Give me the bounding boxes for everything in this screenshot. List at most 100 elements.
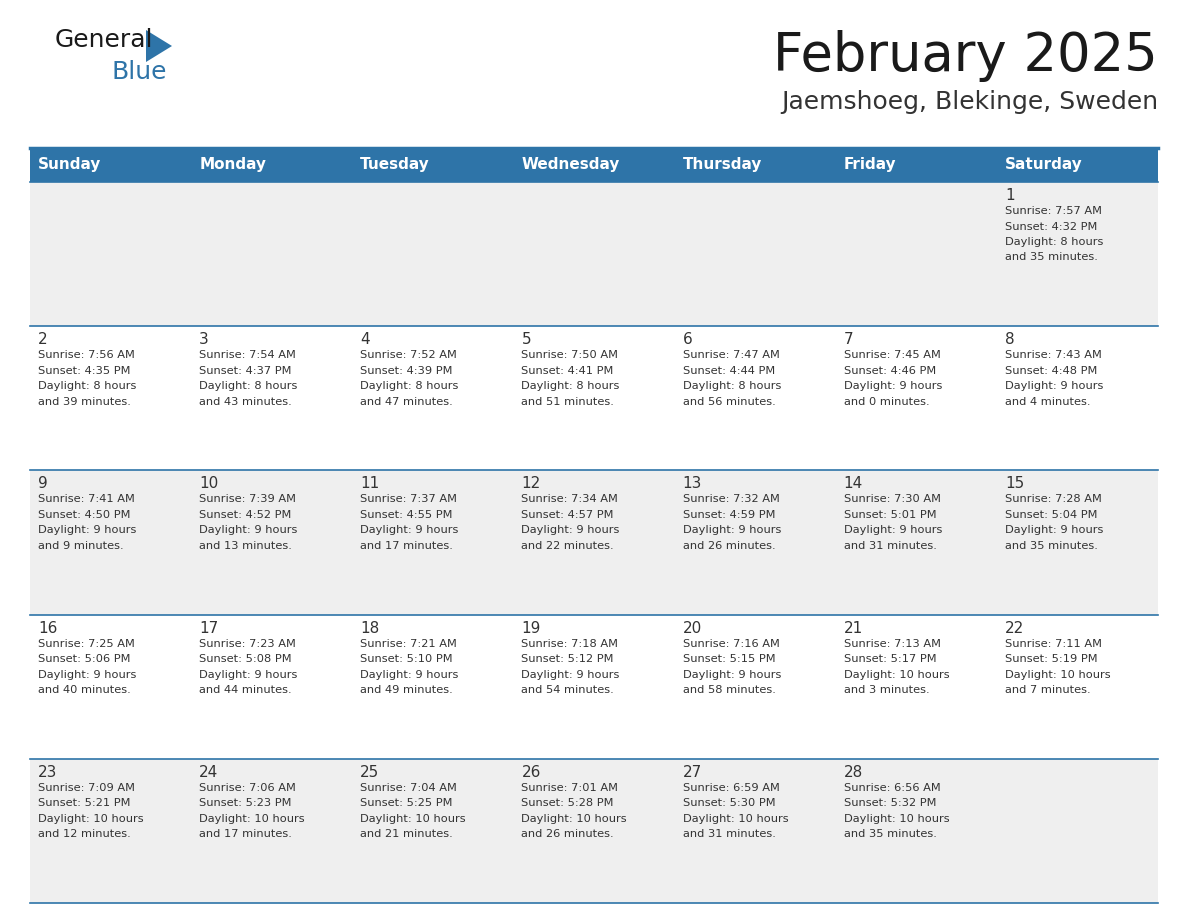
Text: Sunset: 4:48 PM: Sunset: 4:48 PM [1005,365,1098,375]
Text: and 7 minutes.: and 7 minutes. [1005,685,1091,695]
Text: Daylight: 10 hours: Daylight: 10 hours [843,813,949,823]
Text: Daylight: 10 hours: Daylight: 10 hours [683,813,788,823]
Text: Daylight: 9 hours: Daylight: 9 hours [1005,381,1104,391]
Text: Friday: Friday [843,158,896,173]
Bar [513,148,675,182]
Text: and 49 minutes.: and 49 minutes. [360,685,453,695]
Text: Sunset: 4:44 PM: Sunset: 4:44 PM [683,365,775,375]
Text: Sunset: 4:39 PM: Sunset: 4:39 PM [360,365,453,375]
Text: Blue: Blue [110,60,166,84]
Text: Sunrise: 7:25 AM: Sunrise: 7:25 AM [38,639,135,649]
Text: 11: 11 [360,476,379,491]
Text: Sunrise: 7:06 AM: Sunrise: 7:06 AM [200,783,296,793]
Text: Daylight: 8 hours: Daylight: 8 hours [360,381,459,391]
Text: Sunrise: 7:50 AM: Sunrise: 7:50 AM [522,350,619,360]
Text: Daylight: 9 hours: Daylight: 9 hours [522,669,620,679]
Text: and 39 minutes.: and 39 minutes. [38,397,131,407]
Text: 13: 13 [683,476,702,491]
Text: and 22 minutes.: and 22 minutes. [522,541,614,551]
Text: Sunset: 5:30 PM: Sunset: 5:30 PM [683,799,776,809]
Text: Sunset: 4:59 PM: Sunset: 4:59 PM [683,509,775,520]
Text: and 47 minutes.: and 47 minutes. [360,397,453,407]
Text: Sunset: 4:50 PM: Sunset: 4:50 PM [38,509,131,520]
Bar [30,470,1158,614]
Text: and 26 minutes.: and 26 minutes. [522,829,614,839]
Text: 15: 15 [1005,476,1024,491]
Text: and 35 minutes.: and 35 minutes. [1005,541,1098,551]
Text: Sunrise: 7:01 AM: Sunrise: 7:01 AM [522,783,619,793]
Text: Daylight: 9 hours: Daylight: 9 hours [360,525,459,535]
Text: Daylight: 9 hours: Daylight: 9 hours [843,381,942,391]
Text: and 56 minutes.: and 56 minutes. [683,397,776,407]
Text: Daylight: 9 hours: Daylight: 9 hours [38,525,137,535]
Text: and 31 minutes.: and 31 minutes. [843,541,936,551]
Text: Sunrise: 7:21 AM: Sunrise: 7:21 AM [360,639,457,649]
Text: Sunset: 5:23 PM: Sunset: 5:23 PM [200,799,291,809]
Text: and 31 minutes.: and 31 minutes. [683,829,776,839]
Text: and 35 minutes.: and 35 minutes. [1005,252,1098,263]
Text: Sunrise: 7:23 AM: Sunrise: 7:23 AM [200,639,296,649]
Text: 2: 2 [38,332,48,347]
Text: Daylight: 10 hours: Daylight: 10 hours [1005,669,1111,679]
Text: Daylight: 9 hours: Daylight: 9 hours [522,525,620,535]
Text: February 2025: February 2025 [773,30,1158,82]
Text: Sunrise: 7:34 AM: Sunrise: 7:34 AM [522,495,618,504]
Bar [997,148,1158,182]
Text: 4: 4 [360,332,369,347]
Text: Sunrise: 7:37 AM: Sunrise: 7:37 AM [360,495,457,504]
Text: 5: 5 [522,332,531,347]
Text: Sunset: 5:25 PM: Sunset: 5:25 PM [360,799,453,809]
Text: Tuesday: Tuesday [360,158,430,173]
Text: 19: 19 [522,621,541,635]
Text: 3: 3 [200,332,209,347]
Text: Daylight: 8 hours: Daylight: 8 hours [1005,237,1104,247]
Text: Sunset: 5:15 PM: Sunset: 5:15 PM [683,655,776,664]
Text: 14: 14 [843,476,862,491]
Text: Sunset: 5:17 PM: Sunset: 5:17 PM [843,655,936,664]
Text: 21: 21 [843,621,862,635]
Text: Sunrise: 7:28 AM: Sunrise: 7:28 AM [1005,495,1101,504]
Text: Sunrise: 7:57 AM: Sunrise: 7:57 AM [1005,206,1101,216]
Text: and 40 minutes.: and 40 minutes. [38,685,131,695]
Bar [835,148,997,182]
Bar [30,182,1158,326]
Text: Daylight: 10 hours: Daylight: 10 hours [360,813,466,823]
Text: Sunrise: 7:09 AM: Sunrise: 7:09 AM [38,783,135,793]
Text: and 35 minutes.: and 35 minutes. [843,829,936,839]
Text: Daylight: 9 hours: Daylight: 9 hours [683,669,781,679]
Text: and 58 minutes.: and 58 minutes. [683,685,776,695]
Text: 27: 27 [683,765,702,779]
Text: Sunrise: 7:04 AM: Sunrise: 7:04 AM [360,783,457,793]
Text: Daylight: 9 hours: Daylight: 9 hours [38,669,137,679]
Text: and 21 minutes.: and 21 minutes. [360,829,453,839]
Text: Sunrise: 7:45 AM: Sunrise: 7:45 AM [843,350,941,360]
Text: and 4 minutes.: and 4 minutes. [1005,397,1091,407]
Text: 24: 24 [200,765,219,779]
Text: Sunset: 5:32 PM: Sunset: 5:32 PM [843,799,936,809]
Text: Daylight: 10 hours: Daylight: 10 hours [38,813,144,823]
Text: Daylight: 9 hours: Daylight: 9 hours [200,525,297,535]
Text: Sunrise: 7:13 AM: Sunrise: 7:13 AM [843,639,941,649]
Text: 20: 20 [683,621,702,635]
Text: Sunset: 5:06 PM: Sunset: 5:06 PM [38,655,131,664]
Text: Daylight: 10 hours: Daylight: 10 hours [522,813,627,823]
Text: Sunset: 4:52 PM: Sunset: 4:52 PM [200,509,291,520]
Text: 28: 28 [843,765,862,779]
Text: and 54 minutes.: and 54 minutes. [522,685,614,695]
Text: Sunrise: 7:41 AM: Sunrise: 7:41 AM [38,495,135,504]
Bar [30,759,1158,903]
Text: Sunrise: 6:59 AM: Sunrise: 6:59 AM [683,783,779,793]
Text: and 3 minutes.: and 3 minutes. [843,685,929,695]
Text: Monday: Monday [200,158,266,173]
Text: and 0 minutes.: and 0 minutes. [843,397,929,407]
Text: Sunset: 5:08 PM: Sunset: 5:08 PM [200,655,292,664]
Text: Sunset: 5:12 PM: Sunset: 5:12 PM [522,655,614,664]
Text: Daylight: 8 hours: Daylight: 8 hours [38,381,137,391]
Text: 16: 16 [38,621,57,635]
Bar [353,148,513,182]
Text: Sunset: 5:28 PM: Sunset: 5:28 PM [522,799,614,809]
Text: Daylight: 8 hours: Daylight: 8 hours [522,381,620,391]
Text: and 43 minutes.: and 43 minutes. [200,397,292,407]
Text: and 17 minutes.: and 17 minutes. [200,829,292,839]
Polygon shape [146,30,172,62]
